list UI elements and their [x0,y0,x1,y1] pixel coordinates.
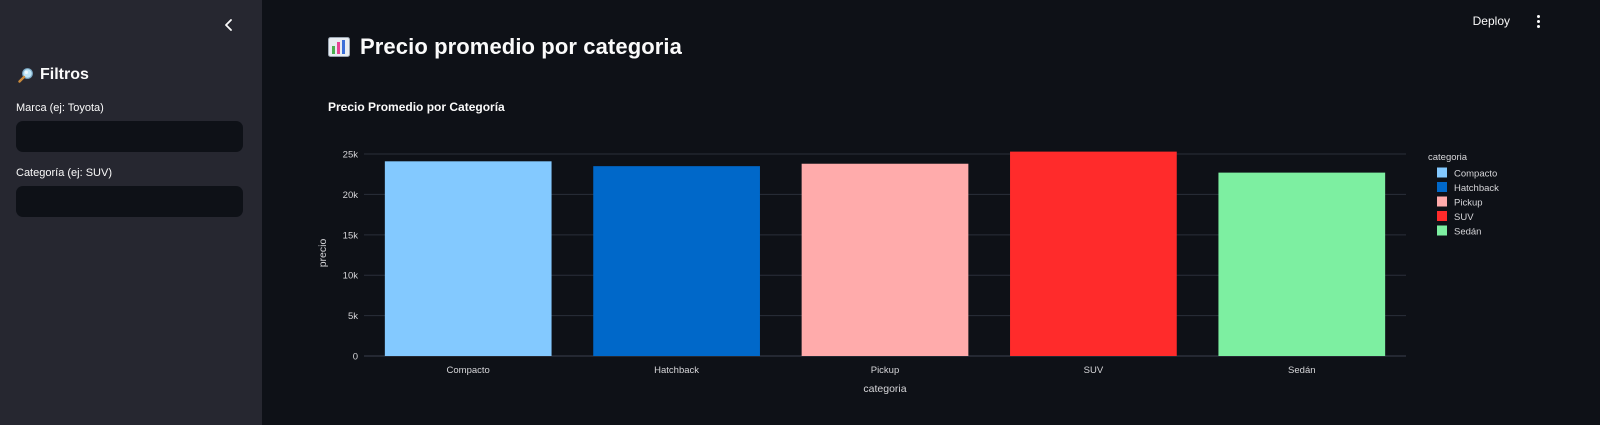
y-tick-label: 0 [353,352,358,363]
legend-item-label: SUV [1454,212,1474,223]
deploy-button[interactable]: Deploy [1472,14,1510,28]
bar-chart-icon [328,37,350,57]
bar-pickup [801,163,969,356]
kebab-menu-icon[interactable] [1532,12,1544,30]
legend-swatch [1437,182,1447,192]
sidebar-title: Filtros [18,66,89,84]
x-tick-label: Pickup [871,365,900,376]
x-tick-label: SUV [1084,365,1104,376]
x-tick-label: Sedán [1288,365,1315,376]
y-tick-label: 15k [343,230,359,241]
legend-title: categoria [1428,152,1468,163]
y-tick-label: 10k [343,271,359,282]
bar-hatchback [593,166,760,356]
main-content: Deploy Precio promedio por categoria Pre… [262,0,1600,425]
y-tick-label: 20k [343,190,359,201]
page-title: Precio promedio por categoria [328,34,682,60]
sidebar-title-text: Filtros [40,66,89,83]
chart-title: Precio Promedio por Categoría [328,100,505,114]
magnifier-icon [18,68,33,83]
bar-sedán [1218,172,1386,356]
legend-item-label: Hatchback [1454,183,1499,194]
collapse-sidebar-button[interactable] [218,14,240,36]
chevron-left-icon [225,19,232,31]
x-axis-title: categoria [863,383,906,395]
legend-swatch [1437,225,1447,236]
page-title-text: Precio promedio por categoria [360,34,682,59]
brand-filter-label: Marca (ej: Toyota) [16,102,104,114]
bar-compacto [384,161,552,356]
legend-swatch [1437,196,1447,207]
bar-suv [1010,151,1177,356]
y-tick-label: 5k [348,311,358,322]
x-tick-label: Compacto [447,365,490,376]
y-axis-title: precio [317,239,329,268]
sidebar: Filtros Marca (ej: Toyota) Categoría (ej… [0,0,262,425]
legend-swatch [1437,167,1447,178]
legend-swatch [1437,211,1447,221]
brand-filter-input[interactable] [16,121,243,152]
x-tick-label: Hatchback [654,365,699,376]
y-tick-label: 25k [343,150,359,161]
legend-item-label: Compacto [1454,169,1497,180]
category-filter-input[interactable] [16,186,243,217]
category-filter-label: Categoría (ej: SUV) [16,167,112,179]
legend-item-label: Pickup [1454,198,1483,209]
bar-chart: 0 5k 10k 15k 20k 25k Compacto Hatchback Pickup SU… [317,150,1499,395]
legend-item-label: Sedán [1454,227,1481,238]
